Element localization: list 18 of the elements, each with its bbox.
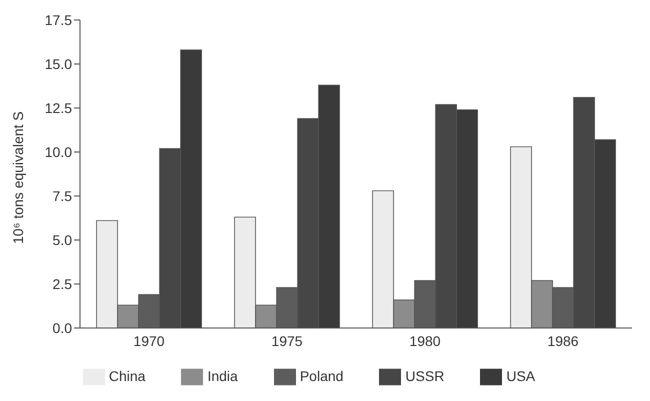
- y-tick-label: 2.5: [52, 276, 72, 292]
- legend-label: China: [108, 368, 146, 384]
- y-tick-label: 0.0: [52, 320, 72, 336]
- y-axis-title: 10⁶ tons equivalent S: [10, 111, 26, 244]
- legend-label: USSR: [405, 368, 444, 384]
- y-tick-label: 12.5: [44, 100, 72, 116]
- legend-label: Poland: [300, 368, 344, 384]
- y-tick-label: 7.5: [52, 188, 72, 204]
- y-tick-label: 5.0: [52, 232, 72, 248]
- y-tick-label: 10.0: [44, 144, 72, 160]
- legend-label: India: [207, 368, 238, 384]
- x-tick-label: 1980: [409, 332, 441, 349]
- x-tick-label: 1970: [133, 332, 165, 349]
- legend-label: USA: [506, 368, 536, 384]
- y-tick-label: 17.5: [44, 12, 72, 28]
- x-tick-label: 1986: [547, 332, 579, 349]
- x-tick-label: 1975: [271, 332, 303, 349]
- y-tick-label: 15.0: [44, 56, 72, 72]
